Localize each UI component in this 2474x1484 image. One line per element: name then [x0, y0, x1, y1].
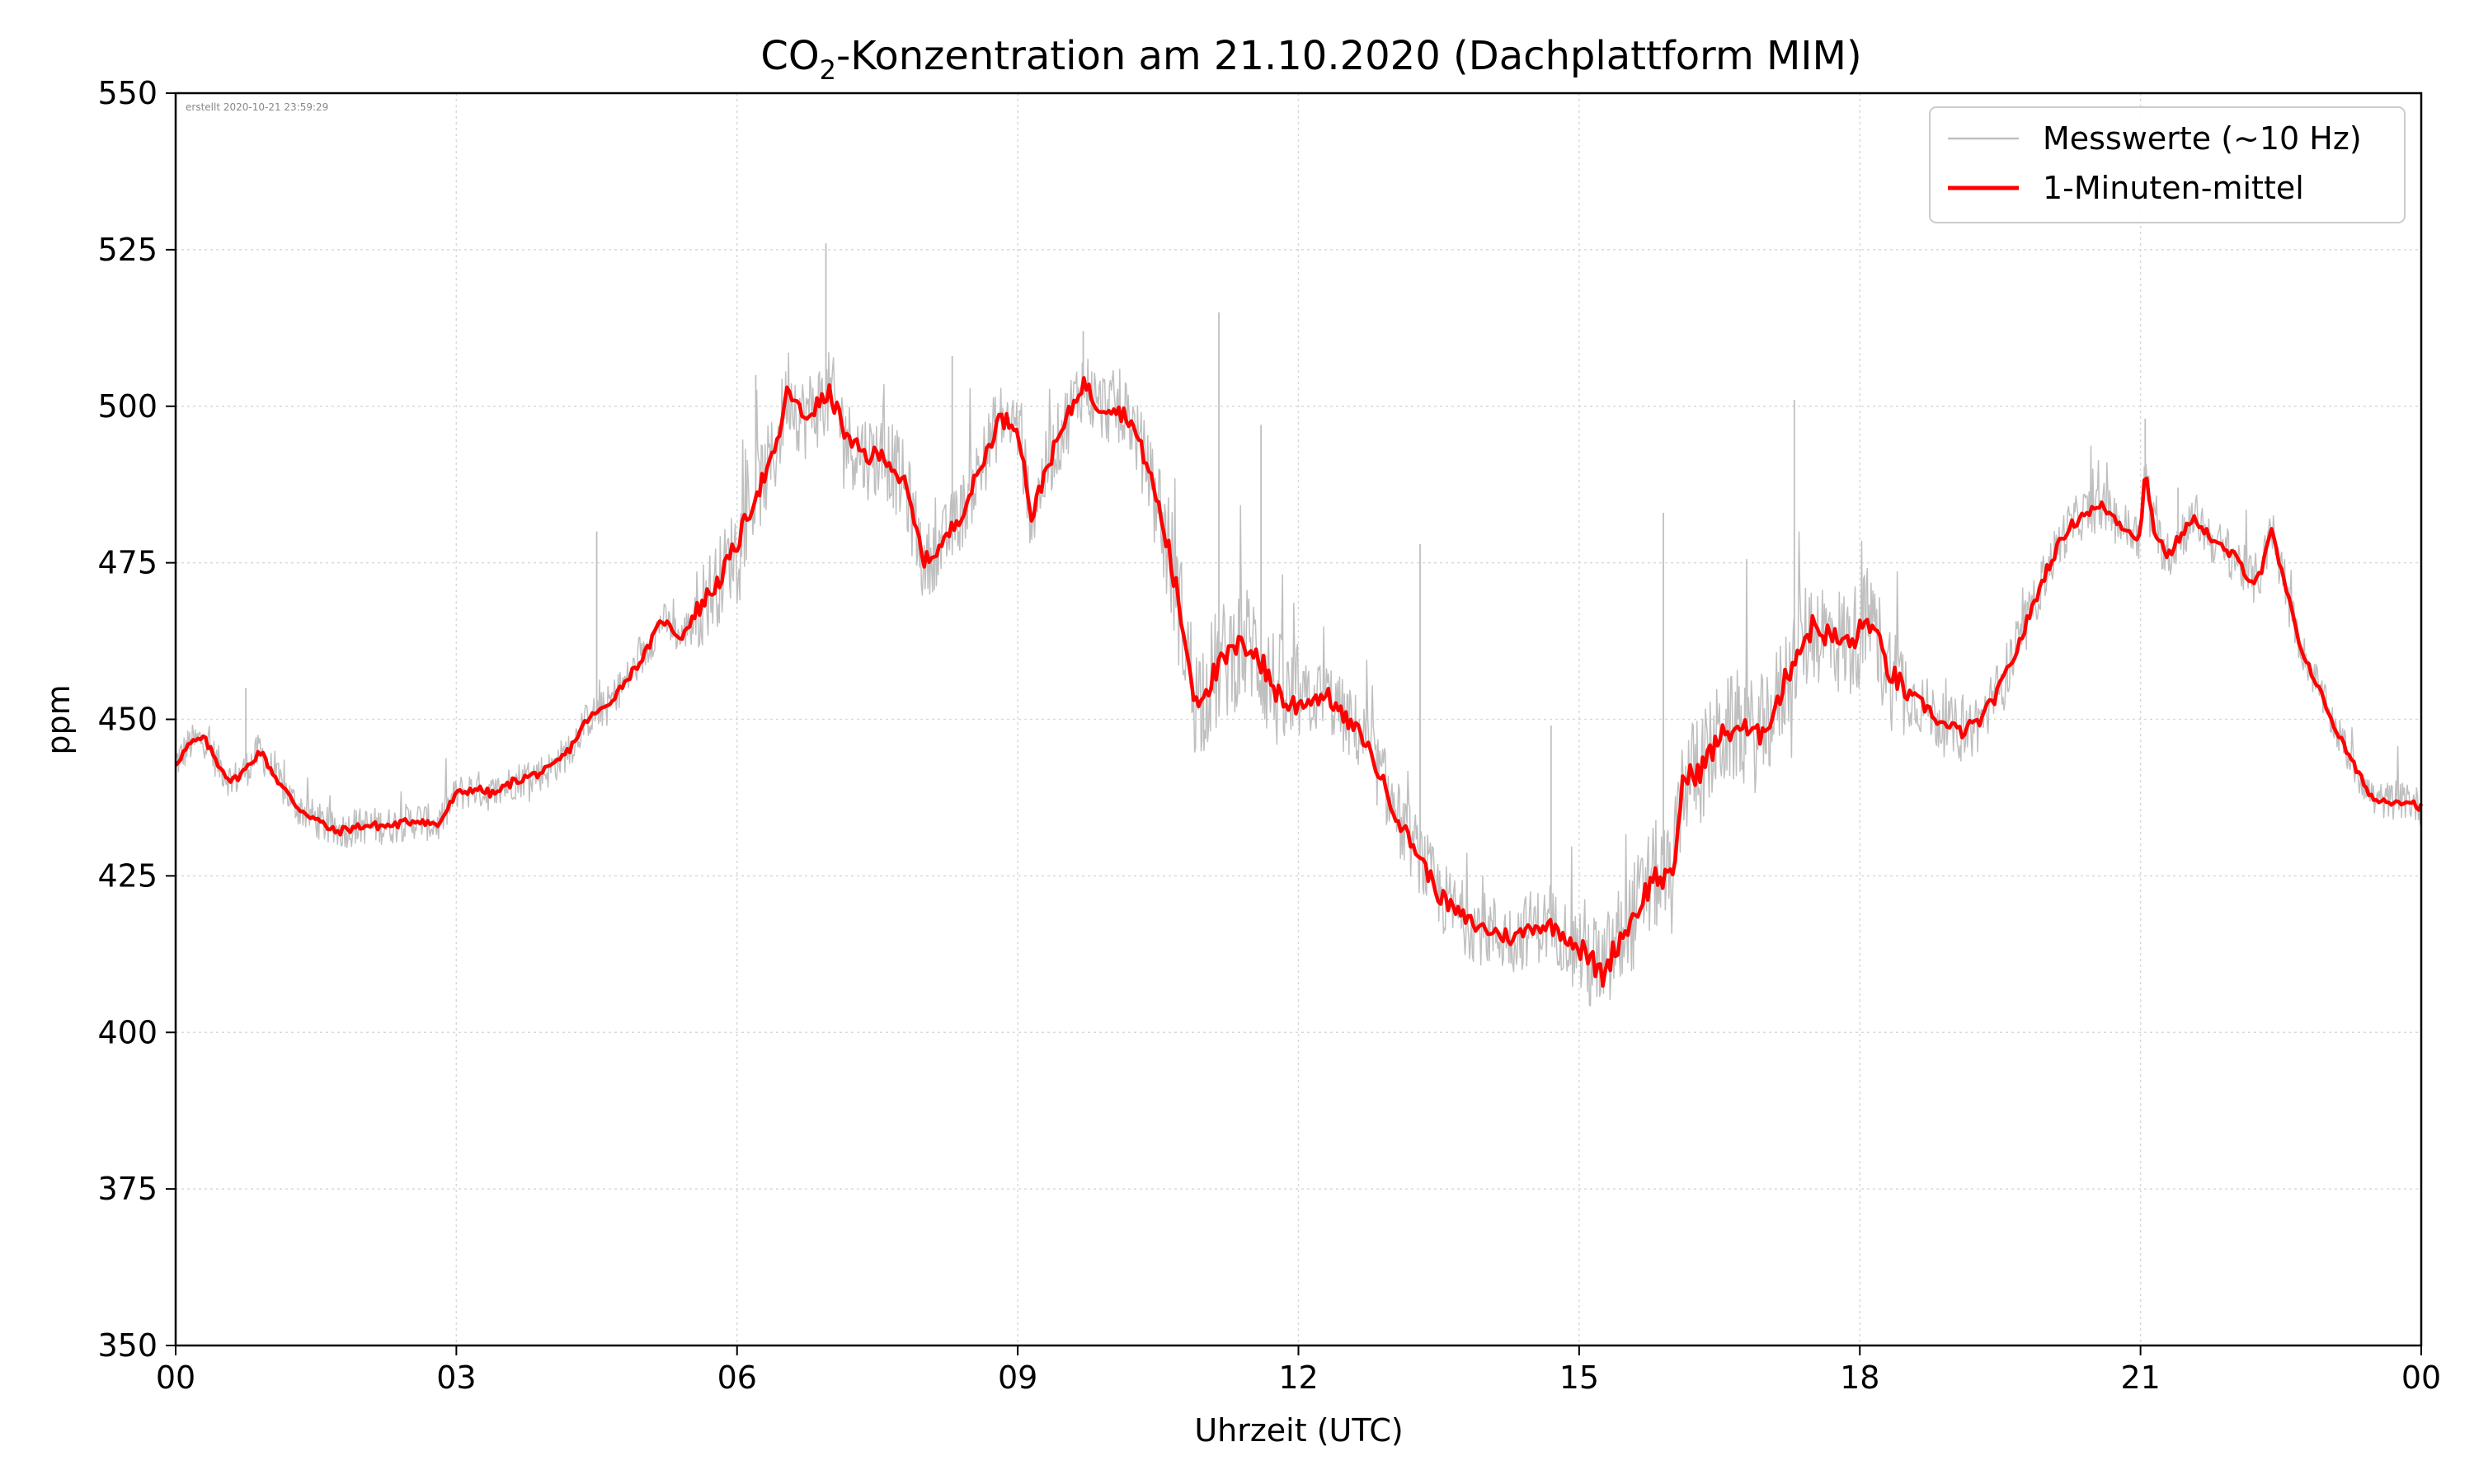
- co2-chart: CO2-Konzentration am 21.10.2020 (Dachpla…: [0, 0, 2474, 1484]
- x-tick-label: 18: [1840, 1360, 1879, 1396]
- y-tick-label: 375: [97, 1171, 158, 1207]
- legend-label-raw: Messwerte (~10 Hz): [2043, 120, 2362, 157]
- y-tick-label: 475: [97, 545, 158, 581]
- y-tick-label: 350: [97, 1327, 158, 1364]
- created-timestamp-note: erstellt 2020-10-21 23:59:29: [186, 101, 328, 113]
- x-axis-label: Uhrzeit (UTC): [1194, 1412, 1403, 1449]
- x-tick-label: 15: [1559, 1360, 1599, 1396]
- x-tick-label: 12: [1278, 1360, 1318, 1396]
- legend: Messwerte (~10 Hz) 1-Minuten-mittel: [1930, 107, 2405, 223]
- plot-area: erstellt 2020-10-21 23:59:29: [176, 93, 2421, 1345]
- chart-title: CO2-Konzentration am 21.10.2020 (Dachpla…: [760, 33, 1861, 86]
- x-tick-label: 21: [2120, 1360, 2160, 1396]
- y-tick-label: 400: [97, 1014, 158, 1050]
- legend-label-mean: 1-Minuten-mittel: [2043, 170, 2304, 206]
- y-tick-label: 550: [97, 75, 158, 111]
- y-tick-label: 500: [97, 388, 158, 425]
- y-tick-label: 450: [97, 702, 158, 738]
- x-tick-label: 03: [436, 1360, 476, 1396]
- y-tick-label: 525: [97, 232, 158, 268]
- x-tick-label: 06: [717, 1360, 757, 1396]
- y-tick-label: 425: [97, 857, 158, 894]
- y-axis-label: ppm: [40, 684, 77, 754]
- x-tick-label: 00: [2401, 1360, 2441, 1396]
- x-tick-label: 00: [156, 1360, 195, 1396]
- x-tick-label: 09: [998, 1360, 1037, 1396]
